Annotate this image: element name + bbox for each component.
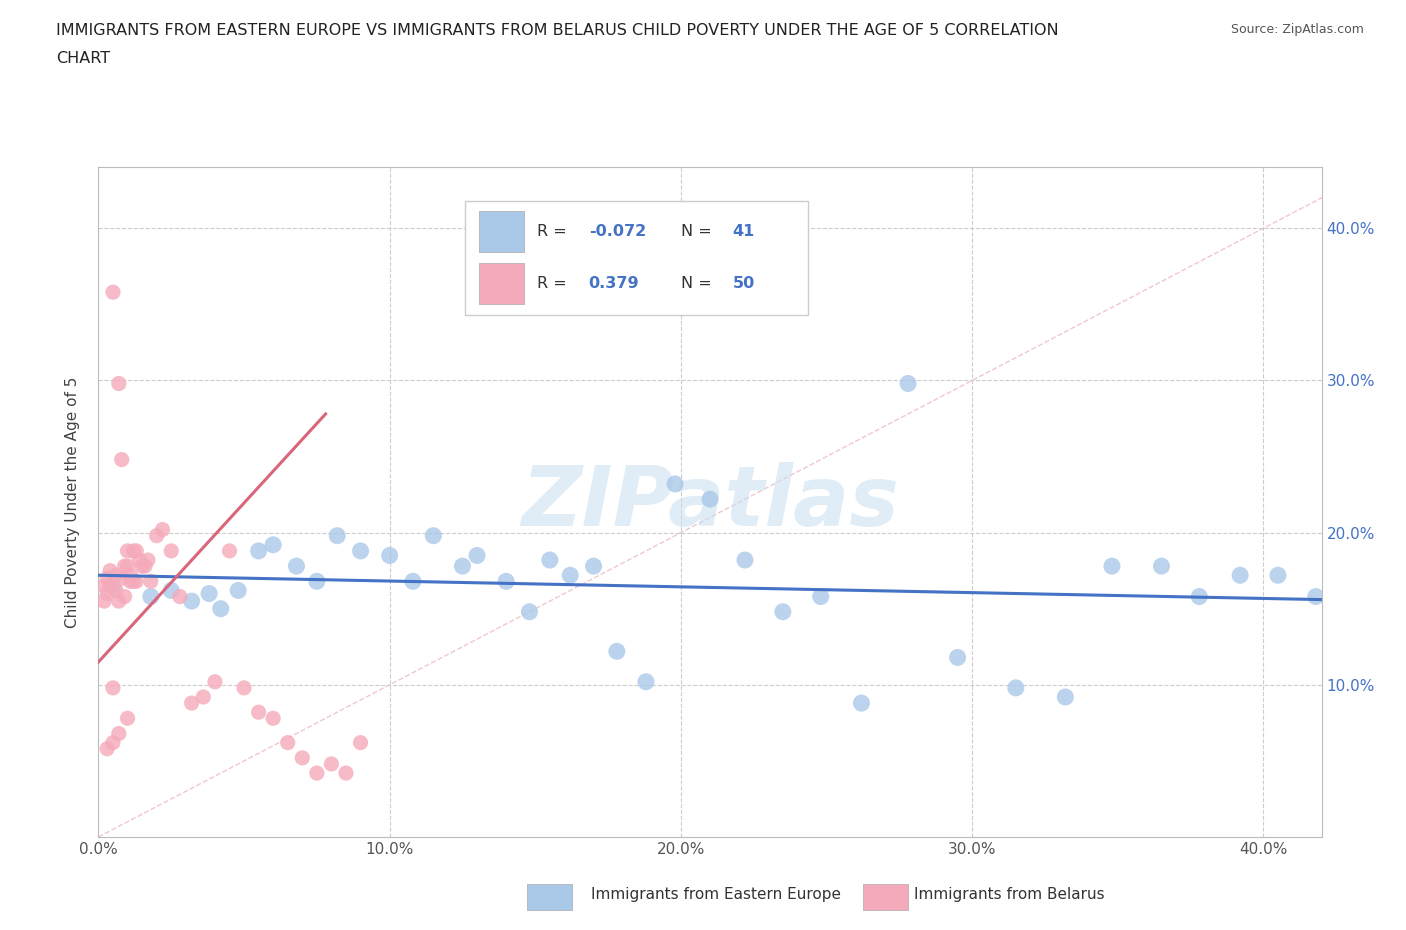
Point <box>946 650 969 665</box>
Point <box>101 736 124 751</box>
Point <box>1229 568 1251 583</box>
Point <box>96 571 118 586</box>
Point <box>125 574 148 589</box>
Point <box>139 589 162 604</box>
Point <box>139 574 162 589</box>
Point <box>226 583 249 598</box>
Point <box>291 751 314 765</box>
Point <box>851 696 873 711</box>
Text: Immigrants from Belarus: Immigrants from Belarus <box>914 887 1105 902</box>
Point <box>117 711 139 725</box>
Point <box>810 589 832 604</box>
Point <box>285 559 308 574</box>
Point <box>606 644 628 658</box>
Y-axis label: Child Poverty Under the Age of 5: Child Poverty Under the Age of 5 <box>65 377 80 628</box>
Point <box>582 559 605 574</box>
Point <box>122 543 145 558</box>
Point <box>209 602 232 617</box>
Point <box>108 726 131 741</box>
Point <box>101 578 124 593</box>
Point <box>560 568 582 583</box>
Point <box>108 376 131 391</box>
Point <box>101 681 124 696</box>
Point <box>305 765 328 780</box>
Point <box>519 604 541 619</box>
Point <box>136 552 159 567</box>
Point <box>378 548 401 563</box>
Text: CHART: CHART <box>56 51 110 66</box>
Point <box>305 574 328 589</box>
Point <box>1101 559 1123 574</box>
Point <box>1004 681 1026 696</box>
Point <box>262 538 284 552</box>
Text: Source: ZipAtlas.com: Source: ZipAtlas.com <box>1230 23 1364 36</box>
Point <box>772 604 794 619</box>
Point <box>402 574 425 589</box>
Point <box>495 574 517 589</box>
Point <box>335 765 357 780</box>
Point <box>117 559 139 574</box>
Point <box>128 552 150 567</box>
Point <box>108 593 131 608</box>
Point <box>120 574 142 589</box>
Point <box>1188 589 1211 604</box>
Point <box>634 674 657 689</box>
Point <box>114 589 136 604</box>
Point <box>131 559 153 574</box>
Point <box>247 705 270 720</box>
Point <box>326 528 349 543</box>
Point <box>96 586 118 601</box>
Point <box>180 593 202 608</box>
Point <box>699 492 721 507</box>
Point <box>349 736 371 751</box>
Point <box>1267 568 1289 583</box>
Point <box>122 574 145 589</box>
Point <box>321 756 343 771</box>
Point <box>451 559 474 574</box>
Point <box>204 674 226 689</box>
Point <box>262 711 284 725</box>
Point <box>114 559 136 574</box>
Point <box>145 528 167 543</box>
Point <box>98 578 121 593</box>
Text: IMMIGRANTS FROM EASTERN EUROPE VS IMMIGRANTS FROM BELARUS CHILD POVERTY UNDER TH: IMMIGRANTS FROM EASTERN EUROPE VS IMMIGR… <box>56 23 1059 38</box>
Point <box>465 548 488 563</box>
Text: Immigrants from Eastern Europe: Immigrants from Eastern Europe <box>591 887 841 902</box>
Point <box>120 568 142 583</box>
Point <box>349 543 371 558</box>
Point <box>1054 689 1077 704</box>
Point <box>125 543 148 558</box>
Point <box>198 586 221 601</box>
Point <box>277 736 299 751</box>
Point <box>169 589 191 604</box>
Point <box>160 543 183 558</box>
Point <box>1305 589 1327 604</box>
Point <box>233 681 256 696</box>
Point <box>134 559 156 574</box>
Point <box>664 476 686 491</box>
Point <box>96 741 118 756</box>
Point <box>193 689 215 704</box>
Point <box>160 583 183 598</box>
Point <box>180 696 202 711</box>
Point <box>897 376 920 391</box>
Point <box>101 285 124 299</box>
Point <box>1150 559 1173 574</box>
Point <box>152 522 174 537</box>
Point <box>247 543 270 558</box>
Text: ZIPatlas: ZIPatlas <box>522 461 898 543</box>
Point <box>422 528 444 543</box>
Point <box>734 552 756 567</box>
Point <box>111 452 134 467</box>
Point <box>117 543 139 558</box>
Point <box>538 552 561 567</box>
Point <box>98 564 121 578</box>
Point <box>104 583 127 598</box>
Point <box>218 543 240 558</box>
Point <box>111 571 134 586</box>
Point <box>93 578 115 593</box>
Point <box>104 568 127 583</box>
Point <box>93 593 115 608</box>
